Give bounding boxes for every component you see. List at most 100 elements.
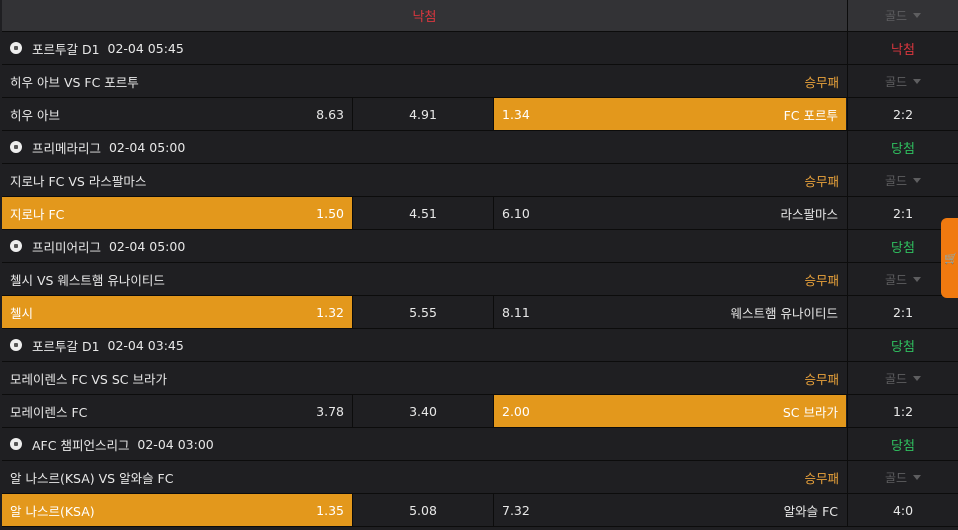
home-odds-cell[interactable]: 모레이렌스 FC 3.78 — [2, 395, 353, 427]
home-odds-cell[interactable]: 지로나 FC 1.50 — [2, 197, 353, 229]
league-row: 포르투갈 D1 02-04 03:45 당첨 — [2, 329, 958, 362]
league-name: 프리미어리그 — [32, 239, 102, 255]
score: 1:2 — [892, 403, 914, 419]
score: 4:0 — [892, 502, 914, 518]
chevron-down-icon — [913, 375, 922, 381]
away-odds-cell[interactable]: 1.34 FC 포르투 — [494, 98, 846, 130]
bet-type: 승무패 — [804, 371, 839, 387]
match-time: 02-04 03:45 — [107, 337, 184, 353]
away-odds: 1.34 — [502, 106, 530, 122]
result-badge: 당첨 — [891, 240, 915, 256]
result-badge: 낙첨 — [891, 42, 915, 58]
home-odds-cell[interactable]: 첼시 1.32 — [2, 296, 353, 328]
chevron-down-icon — [913, 78, 922, 84]
match-title-row: 히우 아브 VS FC 포르투 승무패 골드 — [2, 65, 958, 98]
bet-type: 승무패 — [804, 470, 839, 486]
score: 2:2 — [892, 106, 914, 122]
match-title: 알 나스르(KSA) VS 알와슬 FC — [10, 470, 174, 486]
gold-dropdown[interactable]: 골드 — [848, 461, 958, 493]
gold-dropdown[interactable]: 골드 — [848, 164, 958, 196]
match-title-row: 알 나스르(KSA) VS 알와슬 FC 승무패 골드 — [2, 461, 958, 494]
bet-type: 승무패 — [804, 173, 839, 189]
cart-icon: 🛒 — [944, 251, 958, 265]
gold-dropdown[interactable]: 골드 — [848, 362, 958, 394]
away-odds-cell[interactable]: 2.00 SC 브라가 — [494, 395, 846, 427]
home-odds: 1.50 — [316, 205, 344, 221]
draw-odds-cell[interactable]: 4.91 — [353, 98, 494, 130]
chevron-down-icon — [913, 276, 922, 282]
match-block: 포르투갈 D1 02-04 05:45 낙첨 히우 아브 VS FC 포르투 승무… — [2, 32, 958, 131]
away-team: 웨스트햄 유나이티드 — [730, 305, 838, 321]
score: 2:1 — [892, 205, 914, 221]
match-time: 02-04 05:00 — [108, 238, 186, 254]
home-team: 알 나스르(KSA) — [10, 503, 95, 519]
gold-dropdown[interactable]: 골드 — [848, 0, 958, 31]
home-team: 첼시 — [10, 305, 34, 321]
home-team: 히우 아브 — [10, 107, 60, 123]
chevron-down-icon — [913, 177, 922, 183]
league-name: AFC 챔피언스리그 — [32, 437, 130, 453]
chevron-down-icon — [913, 13, 922, 18]
soccer-ball-icon — [10, 339, 22, 351]
match-title: 지로나 FC VS 라스팔마스 — [10, 173, 147, 189]
match-block: 프리메라리그 02-04 05:00 당첨 지로나 FC VS 라스팔마스 승무패… — [2, 131, 958, 230]
cart-tab[interactable]: 🛒 — [941, 218, 958, 298]
draw-odds-cell[interactable]: 4.51 — [353, 197, 494, 229]
result-badge: 당첨 — [891, 438, 915, 454]
draw-odds: 4.51 — [409, 205, 437, 221]
away-odds-cell[interactable]: 8.11 웨스트햄 유나이티드 — [494, 296, 846, 328]
result-badge: 당첨 — [891, 141, 915, 157]
home-odds-cell[interactable]: 히우 아브 8.63 — [2, 98, 353, 130]
match-time: 02-04 05:00 — [108, 139, 186, 155]
away-odds: 6.10 — [502, 205, 530, 221]
away-team: 라스팔마스 — [780, 206, 838, 222]
home-odds: 1.35 — [316, 502, 344, 518]
home-odds: 3.78 — [316, 403, 344, 419]
league-row: AFC 챔피언스리그 02-04 03:00 당첨 — [2, 428, 958, 461]
draw-odds: 3.40 — [409, 403, 437, 419]
league-name: 포르투갈 D1 — [32, 41, 100, 57]
home-odds: 8.63 — [316, 106, 344, 122]
draw-odds-cell[interactable]: 5.55 — [353, 296, 494, 328]
match-title: 히우 아브 VS FC 포르투 — [10, 74, 139, 90]
odds-row: 알 나스르(KSA) 1.35 5.08 7.32 알와슬 FC 4:0 — [2, 494, 958, 527]
match-time: 02-04 03:00 — [137, 436, 214, 452]
away-odds: 8.11 — [502, 304, 530, 320]
draw-odds: 5.55 — [409, 304, 437, 320]
away-team: 알와슬 FC — [783, 503, 838, 519]
away-odds-cell[interactable]: 6.10 라스팔마스 — [494, 197, 846, 229]
bet-type: 승무패 — [804, 272, 839, 288]
draw-odds-cell[interactable]: 5.08 — [353, 494, 494, 526]
match-title: 첼시 VS 웨스트햄 유나이티드 — [10, 272, 165, 288]
league-row: 프리미어리그 02-04 05:00 당첨 — [2, 230, 958, 263]
league-name: 프리메라리그 — [32, 140, 102, 156]
odds-row: 모레이렌스 FC 3.78 3.40 2.00 SC 브라가 1:2 — [2, 395, 958, 428]
match-block: AFC 챔피언스리그 02-04 03:00 당첨 알 나스르(KSA) VS … — [2, 428, 958, 527]
gold-dropdown[interactable]: 골드 — [848, 263, 958, 295]
away-odds: 2.00 — [502, 403, 530, 419]
odds-row: 히우 아브 8.63 4.91 1.34 FC 포르투 2:2 — [2, 98, 958, 131]
draw-odds: 5.08 — [409, 502, 437, 518]
odds-row: 첼시 1.32 5.55 8.11 웨스트햄 유나이티드 2:1 — [2, 296, 958, 329]
gold-dropdown[interactable]: 골드 — [848, 65, 958, 97]
home-odds-cell[interactable]: 알 나스르(KSA) 1.35 — [2, 494, 353, 526]
bet-type: 승무패 — [804, 74, 839, 90]
soccer-ball-icon — [10, 240, 22, 252]
away-team: FC 포르투 — [783, 107, 838, 123]
home-team: 모레이렌스 FC — [10, 404, 88, 420]
chevron-down-icon — [913, 474, 922, 480]
score: 2:1 — [892, 304, 914, 320]
header-status: 낙첨 — [2, 0, 848, 31]
header-row: 낙첨 골드 — [2, 0, 958, 32]
soccer-ball-icon — [10, 42, 22, 54]
home-team: 지로나 FC — [10, 206, 65, 222]
match-block: 포르투갈 D1 02-04 03:45 당첨 모레이렌스 FC VS SC 브라… — [2, 329, 958, 428]
match-block: 프리미어리그 02-04 05:00 당첨 첼시 VS 웨스트햄 유나이티드 승무… — [2, 230, 958, 329]
draw-odds: 4.91 — [409, 106, 437, 122]
draw-odds-cell[interactable]: 3.40 — [353, 395, 494, 427]
home-odds: 1.32 — [316, 304, 344, 320]
match-title-row: 모레이렌스 FC VS SC 브라가 승무패 골드 — [2, 362, 958, 395]
away-odds-cell[interactable]: 7.32 알와슬 FC — [494, 494, 846, 526]
match-title-row: 첼시 VS 웨스트햄 유나이티드 승무패 골드 — [2, 263, 958, 296]
